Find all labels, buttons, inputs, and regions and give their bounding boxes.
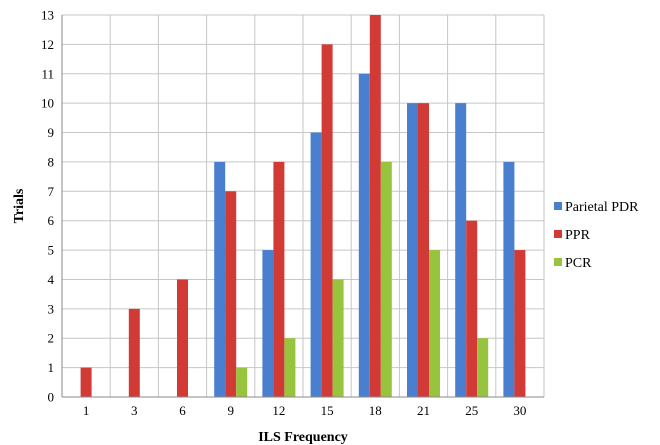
bar-pcr-18 [380,161,392,397]
bar-pcr-15 [332,279,344,397]
x-tick-label: 3 [131,403,138,418]
gridlines [61,14,545,398]
bar-pcr-9 [236,367,248,397]
bar-ppr-30 [514,250,526,397]
bars [80,15,526,398]
y-tick-label: 2 [48,331,55,346]
x-tick-label: 6 [179,403,186,418]
y-tick-label: 5 [48,243,55,258]
axes [61,15,544,398]
bar-ppr-12 [273,161,285,397]
bar-parietal-pdr-9 [214,161,226,397]
bar-pcr-21 [429,250,440,397]
y-tick-label: 6 [48,213,55,228]
y-tick-label: 12 [41,37,54,52]
bar-parietal-pdr-15 [310,132,322,398]
y-tick-label: 3 [48,301,55,316]
bar-ppr-9 [225,191,237,397]
legend-label: PCR [565,256,592,271]
bar-ppr-15 [321,44,333,398]
y-tick-label: 0 [48,390,55,405]
bar-ppr-25 [466,220,478,397]
y-tick-label: 13 [41,8,54,23]
bar-ppr-6 [177,279,188,397]
bar-pcr-12 [284,338,296,397]
bar-ppr-1 [80,367,92,397]
bar-ppr-3 [128,308,140,397]
y-axis-title: Trials [12,188,27,223]
y-tick-label: 4 [48,272,55,287]
legend-swatch [554,258,562,266]
x-tick-label: 12 [272,403,285,418]
bar-pcr-25 [477,338,489,397]
bar-ppr-21 [418,103,429,398]
legend-label: PPR [565,228,591,243]
y-tick-label: 7 [48,184,55,199]
y-tick-label: 1 [48,360,55,375]
x-axis-title: ILS Frequency [258,430,348,445]
bar-parietal-pdr-12 [262,250,274,397]
x-tick-label: 9 [227,403,234,418]
y-tick-label: 8 [48,154,55,169]
y-tick-label: 11 [41,66,54,81]
bar-ppr-18 [369,15,381,397]
bar-parietal-pdr-18 [358,73,370,398]
bar-parietal-pdr-30 [503,161,515,397]
x-tick-label: 25 [465,403,478,418]
x-tick-label: 15 [321,403,334,418]
y-tick-label: 10 [41,96,54,111]
bar-parietal-pdr-25 [455,103,467,398]
x-tick-label: 21 [417,403,430,418]
y-tick-label: 9 [48,125,55,140]
legend-label: Parietal PDR [565,200,639,215]
bar-parietal-pdr-21 [407,103,418,398]
legend-swatch [554,230,562,238]
x-tick-label: 18 [369,403,382,418]
legend-swatch [554,202,562,210]
x-tick-label: 30 [513,403,526,418]
x-tick-label: 1 [83,403,90,418]
legend: Parietal PDR PPR PCR [554,200,639,271]
